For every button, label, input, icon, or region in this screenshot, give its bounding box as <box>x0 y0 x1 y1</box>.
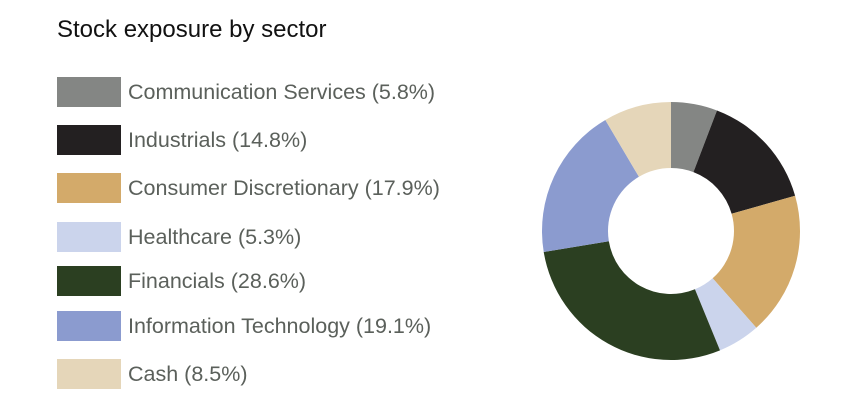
legend-item: Financials (28.6%) <box>57 266 306 296</box>
chart-title: Stock exposure by sector <box>57 16 327 43</box>
donut-slice-communication-services <box>671 102 717 173</box>
donut-slice-financials <box>543 241 720 360</box>
legend-label: Consumer Discretionary (17.9%) <box>128 175 440 200</box>
legend-item: Healthcare (5.3%) <box>57 222 301 252</box>
legend-swatch <box>57 359 121 389</box>
donut-slice-consumer-discretionary <box>712 195 800 328</box>
legend-swatch <box>57 125 121 155</box>
legend-label: Information Technology (19.1%) <box>128 313 432 338</box>
donut-slice-industrials <box>693 110 796 214</box>
legend-label: Financials (28.6%) <box>128 268 307 293</box>
legend-label: Healthcare (5.3%) <box>128 224 302 249</box>
legend-label: Communication Services (5.8%) <box>128 79 436 104</box>
legend-swatch <box>57 77 121 107</box>
legend-swatch <box>57 266 121 296</box>
legend-swatch <box>57 311 121 341</box>
legend-item: Cash (8.5%) <box>57 359 248 389</box>
legend-item: Information Technology (19.1%) <box>57 311 431 341</box>
legend-item: Consumer Discretionary (17.9%) <box>57 173 440 203</box>
donut-slice-healthcare <box>694 278 757 351</box>
donut-slice-information-technology <box>542 119 639 252</box>
legend-label: Cash (8.5%) <box>128 361 248 386</box>
legend-swatch <box>57 173 121 203</box>
legend-item: Industrials (14.8%) <box>57 125 307 155</box>
donut-slice-cash <box>605 102 671 177</box>
legend-item: Communication Services (5.8%) <box>57 77 435 107</box>
legend-swatch <box>57 222 121 252</box>
legend-label: Industrials (14.8%) <box>128 127 308 152</box>
